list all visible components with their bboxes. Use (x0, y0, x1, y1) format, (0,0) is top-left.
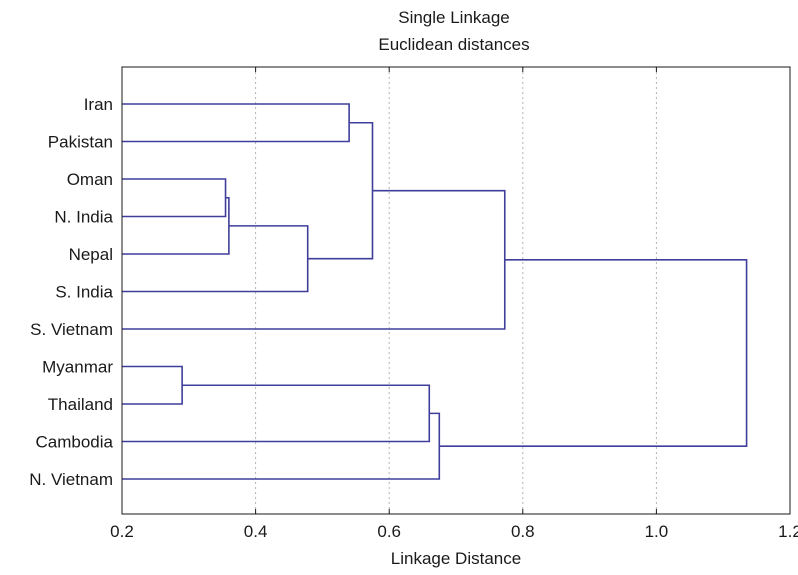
dendrogram-link-c8 (122, 412, 441, 480)
x-tick-label: 0.2 (110, 522, 134, 541)
leaf-label-iran: Iran (84, 95, 113, 114)
dendrogram-link-c1 (122, 365, 183, 405)
dendrogram-link-c10 (439, 259, 748, 447)
dendrogram-link-c9 (122, 189, 506, 330)
leaf-label-cambodia: Cambodia (36, 433, 114, 452)
leaf-label-s-india: S. India (55, 283, 113, 302)
chart-title: Single Linkage (398, 8, 510, 27)
x-tick-label: 0.8 (511, 522, 535, 541)
dendrogram-link-c4 (122, 225, 309, 293)
dendrogram-links (122, 103, 748, 480)
leaf-label-myanmar: Myanmar (42, 358, 113, 377)
leaf-label-n-india: N. India (54, 208, 113, 227)
leaf-label-n-vietnam: N. Vietnam (29, 470, 113, 489)
x-tick-label: 0.4 (244, 522, 268, 541)
dendrogram-link-c5 (122, 103, 350, 143)
leaf-label-oman: Oman (67, 170, 113, 189)
plot-frame (121, 66, 791, 515)
leaf-label-s-vietnam: S. Vietnam (30, 320, 113, 339)
leaf-labels: Iran Pakistan Oman N. India Nepal S. India S. … (29, 95, 113, 489)
x-tick-label: 1.2 (778, 522, 798, 541)
dendrogram-link-c7 (122, 384, 431, 443)
axis-ticks: 0.2 0.4 0.6 0.8 1.0 1.2 (110, 67, 798, 541)
dendrogram-link-c6 (307, 121, 374, 260)
leaf-label-pakistan: Pakistan (48, 133, 113, 152)
x-tick-label: 1.0 (645, 522, 669, 541)
x-tick-label: 0.6 (377, 522, 401, 541)
leaf-label-thailand: Thailand (48, 395, 113, 414)
dendrogram-link-c2 (122, 178, 227, 218)
chart-subtitle: Euclidean distances (378, 35, 529, 54)
x-axis-label: Linkage Distance (391, 549, 521, 568)
dendrogram-link-c3 (122, 196, 230, 255)
leaf-label-nepal: Nepal (69, 245, 113, 264)
